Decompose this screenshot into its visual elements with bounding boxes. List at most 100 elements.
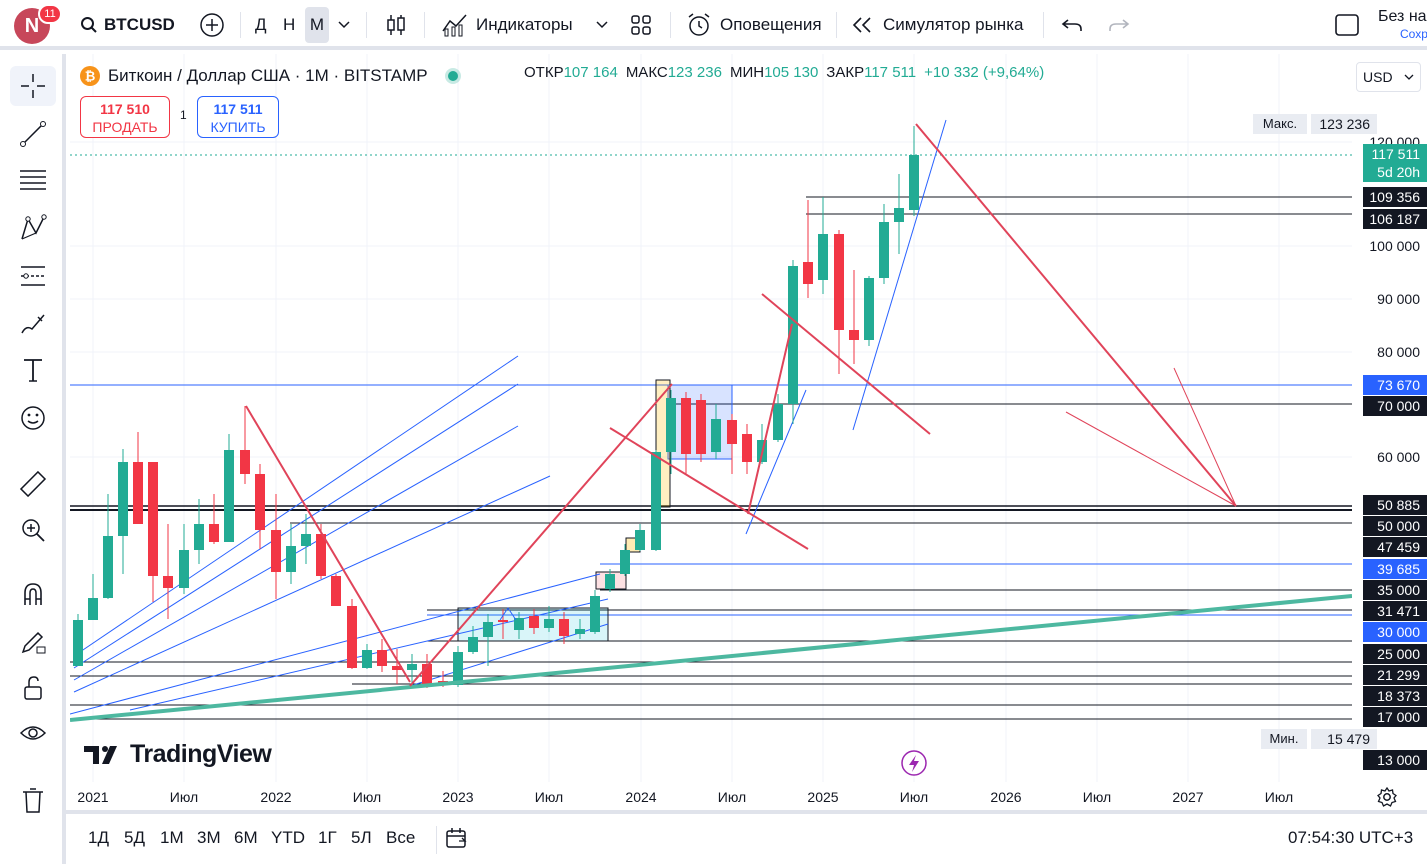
range-ytd[interactable]: YTD — [271, 828, 305, 847]
symbol-legend[interactable]: ₿ Биткоин / Доллар США · 1М · BITSTAMP — [80, 62, 458, 90]
candle-body — [590, 596, 600, 632]
max-tag-label: Макс. — [1253, 114, 1307, 134]
level-tag: 50 885 — [1363, 495, 1427, 515]
open-value: 107 164 — [563, 64, 618, 81]
candlesticks — [73, 126, 919, 688]
currency-selector[interactable]: USD — [1356, 62, 1421, 92]
undo-button[interactable] — [1061, 0, 1083, 50]
candle-body — [179, 550, 189, 588]
interval-label: Н — [283, 15, 296, 34]
red-thin-line-2 — [1173, 367, 1237, 507]
layout-grid-icon — [631, 15, 651, 35]
fullscreen-button[interactable] — [1334, 0, 1360, 50]
time-label: Июл — [1264, 789, 1294, 805]
range-all[interactable]: Все — [386, 828, 416, 847]
delete-drawings-tool[interactable] — [10, 780, 56, 820]
save-layout-button[interactable]: Без на Сохр — [1372, 8, 1427, 48]
crosshair-tool[interactable] — [10, 66, 56, 106]
market-replay-label: Симулятор рынка — [883, 15, 1024, 34]
symbol-search[interactable]: BTCUSD — [80, 0, 175, 50]
range-5d[interactable]: 5Д — [124, 828, 145, 847]
buy-label: КУПИТЬ — [210, 119, 266, 135]
max-tag-value: 123 236 — [1311, 114, 1377, 134]
candle-body — [453, 652, 463, 685]
price-chart[interactable] — [70, 54, 1352, 782]
open-label: ОТКР — [524, 64, 564, 81]
trash-icon — [23, 788, 43, 813]
range-1y[interactable]: 1Г — [318, 828, 337, 847]
magnet-tool[interactable] — [10, 574, 56, 614]
pencil-lock-icon — [21, 631, 46, 654]
time-label: 2027 — [1172, 789, 1204, 805]
ohlc-values: ОТКР107 164 МАКС123 236 МИН105 130 ЗАКР117 … — [524, 64, 1052, 81]
interval-week[interactable]: Н — [283, 0, 295, 50]
zoom-tool[interactable] — [10, 510, 56, 550]
date-range-button[interactable] — [436, 826, 475, 854]
trend-line-tool[interactable] — [10, 114, 56, 154]
divider — [240, 12, 241, 38]
red-line-3 — [609, 427, 809, 550]
candle-body — [666, 398, 676, 452]
redo-button[interactable] — [1108, 0, 1130, 50]
time-label: 2023 — [442, 789, 474, 805]
candle-body — [224, 450, 234, 542]
sell-button[interactable]: 117 510 ПРОДАТЬ — [80, 96, 170, 138]
brush-tool[interactable] — [10, 304, 56, 344]
candle-body — [103, 536, 113, 598]
buy-price: 117 511 — [213, 101, 263, 117]
pattern-tool[interactable] — [10, 208, 56, 248]
time-axis[interactable]: 2021 Июл 2022 Июл 2023 Июл 2024 Июл 2025… — [70, 782, 1352, 810]
range-5y[interactable]: 5Л — [351, 828, 372, 847]
market-replay-button[interactable]: Симулятор рынка — [851, 0, 1023, 50]
fan-line-4 — [73, 475, 551, 693]
indicators-dropdown[interactable] — [596, 0, 608, 50]
candle-body — [347, 606, 357, 668]
fan-line-1 — [73, 355, 519, 657]
range-3m[interactable]: 3М — [197, 828, 221, 847]
high-label: МАКС — [625, 64, 668, 81]
ruler-tool[interactable] — [10, 464, 56, 504]
svg-text:₿: ₿ — [85, 69, 96, 84]
candle-body — [651, 452, 661, 550]
range-1m[interactable]: 1М — [160, 828, 184, 847]
high-value: 123 236 — [667, 64, 722, 81]
divider — [424, 12, 425, 38]
candle-body — [620, 550, 630, 574]
magnet-icon — [24, 583, 42, 605]
emoji-tool[interactable] — [10, 398, 56, 438]
red-line-6 — [915, 123, 1237, 507]
fib-tool[interactable] — [10, 160, 56, 200]
clock-timezone[interactable]: 07:54:30 UTC+3 — [1288, 828, 1414, 847]
candle-body — [88, 598, 98, 620]
symbol-name: BTCUSD — [104, 15, 175, 34]
candle-body — [514, 618, 524, 630]
fan-line-9 — [852, 119, 947, 431]
max-tag: Макс. 123 236 — [1253, 114, 1427, 134]
range-6m[interactable]: 6М — [234, 828, 258, 847]
buy-button[interactable]: 117 511 КУПИТЬ — [197, 96, 279, 138]
notification-badge: 11 — [38, 4, 62, 24]
lock-drawings-tool[interactable] — [10, 622, 56, 662]
lightning-badge[interactable] — [901, 750, 927, 776]
layouts-button[interactable] — [630, 0, 652, 50]
tradingview-logo-icon — [84, 745, 117, 764]
level-tag: 50 000 — [1363, 516, 1427, 536]
visibility-tool[interactable] — [10, 714, 56, 754]
candle-body — [377, 650, 387, 666]
level-tag: 30 000 — [1363, 622, 1427, 642]
forecast-tool[interactable] — [10, 256, 56, 296]
calendar-icon — [446, 828, 467, 848]
indicators-button[interactable]: Индикаторы — [442, 0, 573, 50]
compare-button[interactable] — [199, 0, 225, 50]
chart-settings-button[interactable] — [1376, 786, 1400, 808]
lock-tool[interactable] — [10, 668, 56, 708]
chart-type-button[interactable] — [384, 0, 408, 50]
interval-dropdown[interactable] — [338, 0, 350, 50]
candle-body — [316, 534, 326, 576]
interval-day[interactable]: Д — [255, 0, 267, 50]
alerts-button[interactable]: Оповещения — [686, 0, 822, 50]
range-1d[interactable]: 1Д — [88, 828, 109, 847]
price-scale[interactable]: USD Макс. 123 236 120 000 117 511 5d 20h… — [1253, 54, 1427, 782]
text-tool[interactable] — [10, 350, 56, 390]
interval-month[interactable]: М — [305, 7, 329, 43]
